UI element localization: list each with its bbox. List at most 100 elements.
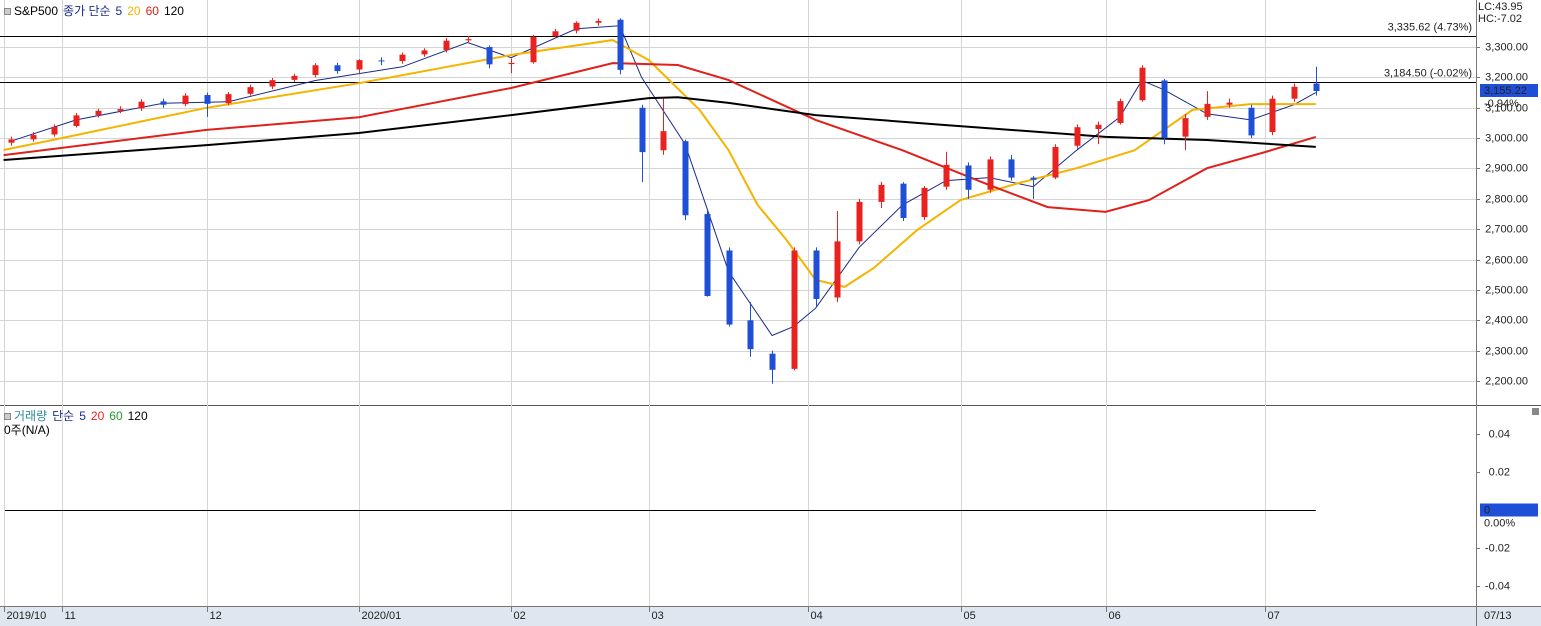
- last-price-box: [1480, 84, 1538, 98]
- x-tick-label: 06: [1109, 610, 1121, 622]
- candle-body: [247, 87, 254, 94]
- candle-body: [552, 31, 559, 37]
- candle-body: [399, 54, 406, 62]
- y-tick-label: 2,500.00: [1485, 284, 1528, 296]
- y-tick-label: 2,600.00: [1485, 254, 1528, 266]
- hc-label: HC:-7.02: [1478, 13, 1522, 25]
- candle-body: [900, 183, 907, 218]
- x-tick-label: 12: [210, 610, 222, 622]
- candle-body: [639, 107, 646, 153]
- candle-body: [117, 108, 124, 111]
- legend-entry: 5: [115, 4, 123, 18]
- cursor-date: 07/13: [1484, 610, 1512, 622]
- y-tick-label: 2,400.00: [1485, 314, 1528, 326]
- candle-body: [530, 36, 537, 63]
- x-tick-label: 04: [811, 610, 823, 622]
- x-tick-label: 02: [514, 610, 526, 622]
- candle-body: [1313, 83, 1320, 92]
- y-tick-label: 0.04: [1489, 428, 1510, 440]
- legend-title: 단순: [52, 409, 75, 423]
- candle-body: [747, 320, 754, 350]
- y-tick-label: 3,300.00: [1485, 41, 1528, 53]
- last-value-label: 0: [1484, 504, 1490, 516]
- candle-body: [726, 250, 733, 325]
- candle-body: [51, 126, 58, 135]
- y-tick-label: 3,200.00: [1485, 71, 1528, 83]
- y-tick-label: 2,900.00: [1485, 162, 1528, 174]
- candle-body: [1117, 101, 1124, 123]
- candle-body: [704, 214, 711, 297]
- candle-body: [378, 60, 385, 62]
- candle-body: [878, 184, 885, 202]
- candle-body: [1095, 124, 1102, 130]
- candle-body: [660, 131, 667, 151]
- legend-entry: 20: [127, 4, 141, 18]
- candle-body: [834, 241, 841, 298]
- marks: [0, 18, 1476, 511]
- last-change-label: -0.94%: [1484, 98, 1519, 110]
- y-tick-label: 0.02: [1489, 466, 1510, 478]
- x-tick-label: 2019/10: [7, 610, 47, 622]
- legend-entry: 60: [145, 4, 159, 18]
- candle-body: [204, 95, 211, 104]
- candle-body: [291, 75, 298, 80]
- candle-body: [856, 201, 863, 242]
- candle-body: [465, 39, 472, 41]
- legend-entry: 120: [127, 409, 148, 423]
- candle-body: [1248, 107, 1255, 136]
- y-tick-label: 2,200.00: [1485, 375, 1528, 387]
- x-tick-label: 05: [964, 610, 976, 622]
- candle-body: [73, 115, 80, 126]
- last-change-label: 0.00%: [1484, 517, 1515, 529]
- price-legend: S&P500 종가 단순 5 20 60 120: [4, 2, 189, 19]
- candle-body: [682, 141, 689, 216]
- candle-body: [182, 95, 189, 105]
- reference-label: 3,184.50 (-0.02%): [1384, 67, 1472, 79]
- y-tick-label: 2,700.00: [1485, 223, 1528, 235]
- panel-icon[interactable]: [1532, 408, 1539, 415]
- candle-body: [1008, 159, 1015, 178]
- legend-entry: 120: [163, 4, 184, 18]
- x-tick-label: 07: [1268, 610, 1280, 622]
- chart-title: 거래량: [14, 409, 48, 423]
- last-price-label: 3,155.22: [1484, 85, 1527, 97]
- y-tick-label: 2,300.00: [1485, 345, 1528, 357]
- candle-body: [813, 250, 820, 300]
- candle-body: [1182, 118, 1189, 137]
- candle-body: [987, 159, 994, 190]
- candle-body: [1226, 102, 1233, 105]
- candle-body: [30, 135, 37, 140]
- candle-body: [1291, 86, 1298, 99]
- legend-entry: 20: [90, 409, 105, 423]
- candle-body: [617, 19, 624, 70]
- labels: 2019/10 11 12 2020/01 02 03 04 05 06 072,200.002,…: [7, 1, 1538, 622]
- candle-body: [1269, 98, 1276, 133]
- candle-body: [334, 65, 341, 72]
- candle-body: [791, 250, 798, 369]
- candle-body: [508, 62, 515, 65]
- candle-body: [943, 164, 950, 187]
- candle-body: [8, 139, 15, 143]
- candle-body: [595, 20, 602, 23]
- y-tick-label: -0.04: [1485, 580, 1510, 592]
- volume-value: 0주(N/A): [4, 423, 50, 437]
- last-value-box: [1480, 503, 1538, 517]
- candle-body: [1074, 127, 1081, 146]
- x-tick-label: 03: [652, 610, 664, 622]
- y-tick-label: -0.02: [1485, 542, 1510, 554]
- candle-body: [921, 187, 928, 218]
- candle-body: [160, 101, 167, 105]
- y-tick-label: 3,100.00: [1485, 102, 1528, 114]
- y-tick-label: 2,800.00: [1485, 193, 1528, 205]
- moving-average-line: [3, 96, 1316, 161]
- candle-body: [1161, 80, 1168, 138]
- x-axis-strip: [0, 606, 1541, 626]
- volume-legend: 거래량 단순 5 20 60 120: [4, 407, 153, 424]
- moving-average-line: [3, 62, 1317, 213]
- candle-body: [421, 50, 428, 55]
- candle-body: [269, 80, 276, 87]
- candle-body: [1030, 177, 1037, 180]
